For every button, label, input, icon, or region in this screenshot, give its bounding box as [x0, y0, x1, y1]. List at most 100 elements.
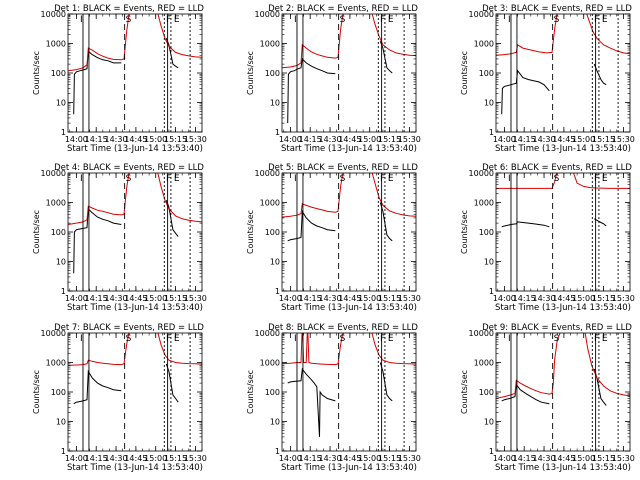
x-tick-label: 15:00: [358, 135, 381, 144]
y-axis-label: Counts/sec: [460, 210, 469, 254]
marker-label-i: I: [508, 15, 511, 25]
marker-label-e: E: [388, 15, 394, 25]
y-tick-label: 1000: [474, 40, 494, 49]
events-series-line: [379, 41, 393, 74]
events-series-line: [501, 383, 550, 405]
x-tick-label: 14:15: [299, 454, 322, 463]
marker-label-e: E: [602, 334, 608, 344]
marker-label-i: I: [508, 174, 511, 184]
plot-frame: [67, 332, 203, 452]
x-tick-label: 14:30: [105, 294, 128, 303]
x-tick-label: 15:00: [144, 294, 167, 303]
x-tick-label: 15:30: [398, 454, 421, 463]
x-tick-label: 14:15: [299, 135, 322, 144]
marker-label-s: S: [126, 174, 132, 184]
x-tick-label: 14:45: [552, 135, 575, 144]
events-series-line: [501, 221, 550, 228]
marker-label-i: I: [80, 174, 83, 184]
marker-label-f: F: [166, 334, 171, 344]
x-tick-label: 15:30: [398, 135, 421, 144]
plot-frame: [281, 13, 417, 133]
events-series-line: [73, 207, 122, 274]
x-tick-label: 15:00: [358, 454, 381, 463]
x-tick-label: 14:15: [513, 294, 536, 303]
x-tick-label: 14:45: [124, 294, 147, 303]
y-axis-label: Counts/sec: [32, 210, 41, 254]
y-tick-label: 1000: [46, 359, 66, 368]
y-tick-label: 100: [51, 228, 66, 237]
x-tick-label: 14:30: [533, 135, 556, 144]
y-tick-label: 1: [275, 287, 280, 296]
marker-label-i: I: [294, 174, 297, 184]
y-tick-label: 10: [270, 99, 280, 108]
events-series-line: [73, 369, 122, 405]
x-tick-label: 14:00: [65, 294, 88, 303]
marker-label-i: I: [294, 334, 297, 344]
x-tick-label: 14:45: [124, 454, 147, 463]
x-axis-label: Start Time (13-Jun-14 13:53:40): [495, 303, 631, 313]
y-tick-label: 10: [484, 418, 494, 427]
marker-label-i: I: [80, 15, 83, 25]
x-tick-label: 15:30: [398, 294, 421, 303]
y-axis-label: Counts/sec: [460, 370, 469, 414]
x-tick-label: 15:15: [378, 294, 401, 303]
y-tick-label: 1: [489, 128, 494, 137]
x-tick-label: 15:30: [612, 294, 635, 303]
marker-label-e: E: [388, 174, 394, 184]
y-tick-label: 100: [265, 388, 280, 397]
x-tick-label: 14:30: [533, 294, 556, 303]
y-tick-label: 100: [51, 388, 66, 397]
events-series-line: [165, 363, 179, 403]
lld-series-line: [496, 173, 630, 189]
x-tick-label: 14:00: [279, 454, 302, 463]
x-tick-label: 15:15: [592, 135, 615, 144]
events-series-line: [594, 218, 607, 227]
y-tick-label: 1000: [474, 359, 494, 368]
y-tick-label: 10: [484, 258, 494, 267]
x-tick-label: 15:00: [572, 294, 595, 303]
y-tick-label: 10000: [41, 10, 66, 19]
y-axis-label: Counts/sec: [32, 51, 41, 95]
y-tick-label: 10000: [469, 329, 494, 338]
x-tick-label: 15:30: [184, 135, 207, 144]
plot-frame: [495, 172, 631, 292]
x-tick-label: 15:15: [592, 294, 615, 303]
marker-label-f: F: [594, 334, 599, 344]
lld-series-line: [68, 333, 202, 366]
events-series-line: [287, 57, 336, 124]
chart-title: Det 1: BLACK = Events, RED = LLD: [54, 4, 204, 14]
x-tick-label: 15:30: [184, 454, 207, 463]
y-axis-label: Counts/sec: [246, 370, 255, 414]
x-tick-label: 14:15: [85, 294, 108, 303]
events-series-line: [165, 200, 179, 237]
marker-label-s: S: [554, 334, 560, 344]
x-tick-label: 14:00: [279, 294, 302, 303]
y-tick-label: 1: [61, 447, 66, 456]
x-axis-label: Start Time (13-Jun-14 13:53:40): [495, 144, 631, 154]
y-tick-label: 100: [265, 228, 280, 237]
marker-label-e: E: [388, 334, 394, 344]
y-tick-label: 10000: [255, 169, 280, 178]
marker-label-i: I: [294, 15, 297, 25]
y-tick-label: 10000: [255, 10, 280, 19]
lld-series-line: [496, 333, 630, 399]
x-tick-label: 14:00: [493, 454, 516, 463]
y-tick-label: 1: [489, 287, 494, 296]
x-tick-label: 14:30: [533, 454, 556, 463]
marker-label-i: I: [80, 334, 83, 344]
x-tick-label: 14:45: [338, 454, 361, 463]
x-tick-label: 14:15: [513, 454, 536, 463]
y-tick-label: 10: [270, 258, 280, 267]
plot-frame: [67, 172, 203, 292]
y-tick-label: 10: [484, 99, 494, 108]
x-tick-label: 14:00: [279, 135, 302, 144]
chart-title: Det 6: BLACK = Events, RED = LLD: [482, 163, 632, 173]
x-axis-label: Start Time (13-Jun-14 13:53:40): [281, 463, 417, 473]
marker-label-f: F: [380, 334, 385, 344]
y-tick-label: 1000: [474, 199, 494, 208]
